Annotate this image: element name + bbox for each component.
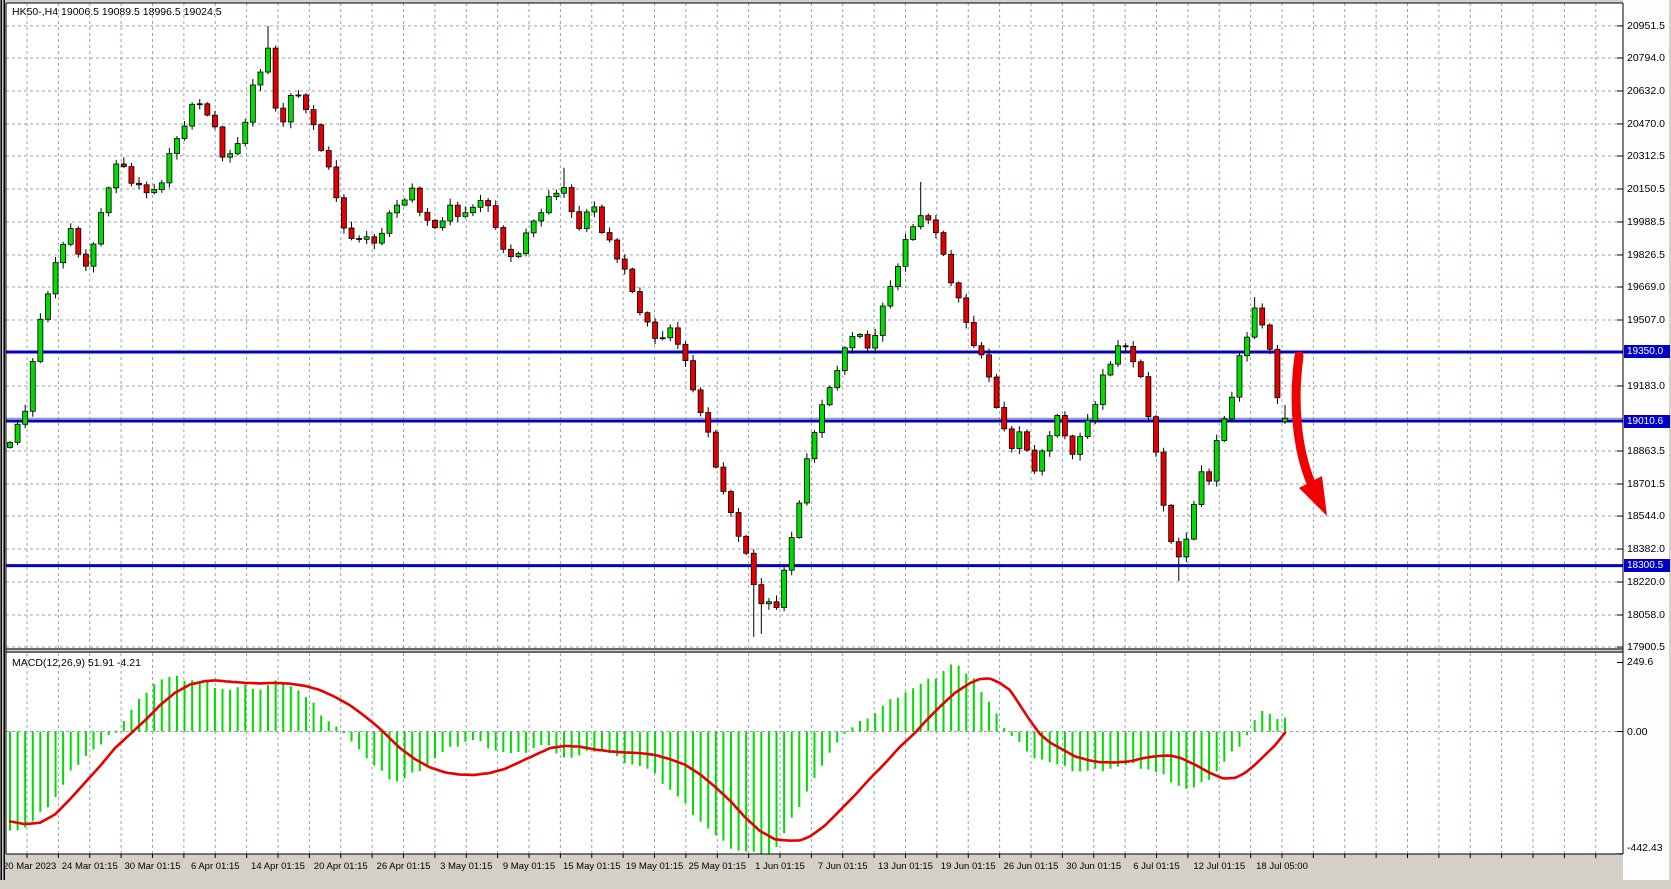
time-axis-label: 26 Jun 01:15 — [1003, 861, 1059, 872]
time-axis-label: 18 Jul 05:00 — [1256, 861, 1308, 872]
price-axis-label: 20150.5 — [1627, 182, 1665, 195]
macd-axis-label: 0.00 — [1627, 725, 1648, 738]
time-axis-label: 30 Jun 01:15 — [1066, 861, 1122, 872]
time-axis-label: 7 Jun 01:15 — [817, 861, 868, 872]
chart-title-ohlc: HK50-,H4 19006.5 19089.5 18996.5 19024.5 — [12, 6, 222, 18]
time-axis-label: 1 Jun 01:15 — [755, 861, 805, 872]
trend-arrow[interactable] — [1291, 351, 1327, 516]
time-axis-label: 19 May 01:15 — [625, 861, 684, 872]
time-axis-label: 20 Apr 01:15 — [313, 861, 368, 872]
price-axis-label: 20632.0 — [1627, 84, 1665, 97]
candlestick-series — [7, 25, 1288, 637]
price-axis-label: 18382.0 — [1627, 543, 1665, 556]
macd-indicator-label: MACD(12,26,9) 51.91 -4.21 — [12, 657, 141, 669]
price-axis-label: 19988.5 — [1627, 215, 1665, 228]
macd-signal-line — [8, 677, 1287, 843]
time-axis-label: 13 Jun 01:15 — [878, 861, 933, 872]
time-axis-label: 19 Jun 01:15 — [940, 861, 996, 872]
price-axis-label: 20470.0 — [1627, 117, 1665, 130]
price-level-badge: 19350.0 — [1624, 345, 1670, 359]
macd-axis-label: 249.6 — [1627, 656, 1654, 669]
price-level-badge: 18300.5 — [1624, 559, 1670, 573]
price-axis-label: 19669.0 — [1627, 281, 1665, 294]
price-axis-label: 20951.5 — [1627, 19, 1665, 32]
price-axis-label: 18220.0 — [1627, 576, 1665, 588]
time-axis-label: 30 Mar 01:15 — [124, 861, 181, 872]
price-axis-label: 20312.5 — [1627, 150, 1665, 162]
time-axis-label: 6 Apr 01:15 — [190, 861, 240, 872]
price-level-badge: 19010.6 — [1624, 414, 1670, 428]
price-axis-label: 19183.0 — [1627, 379, 1665, 392]
time-axis-label: 14 Apr 01:15 — [251, 861, 305, 872]
time-axis-label: 24 Mar 01:15 — [61, 861, 118, 872]
price-axis-label: 18544.0 — [1627, 510, 1665, 523]
macd-axis-label: -442.43 — [1627, 842, 1663, 854]
price-axis-label: 19826.5 — [1627, 248, 1665, 261]
time-axis-label: 25 May 01:15 — [688, 861, 747, 872]
price-axis-label: 20794.0 — [1627, 51, 1665, 64]
price-axis-label: 18701.5 — [1627, 477, 1665, 490]
time-axis-label: 6 Jul 01:15 — [1133, 861, 1180, 872]
time-axis-label: 20 Mar 2023 — [3, 861, 57, 872]
time-axis-label: 9 May 01:15 — [502, 861, 556, 872]
time-axis-label: 3 May 01:15 — [440, 861, 493, 872]
time-axis-label: 12 Jul 01:15 — [1193, 861, 1246, 872]
price-axis-label: 18058.0 — [1627, 608, 1665, 621]
price-axis-label: 17900.5 — [1627, 641, 1665, 654]
price-axis-label: 18863.5 — [1627, 445, 1665, 457]
time-axis-label: 15 May 01:15 — [562, 861, 621, 872]
time-axis-label: 26 Apr 01:15 — [376, 861, 431, 872]
price-axis-label: 19507.0 — [1627, 314, 1665, 326]
